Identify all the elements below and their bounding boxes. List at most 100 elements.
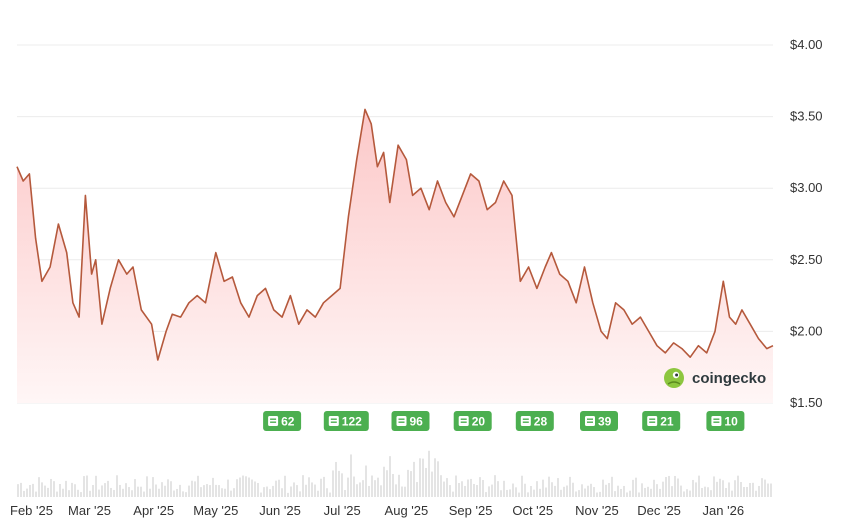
volume-bar: [47, 487, 49, 497]
volume-bar: [728, 482, 730, 497]
news-icon-line: [330, 418, 337, 420]
volume-bar: [146, 476, 148, 497]
volume-bar: [554, 485, 556, 497]
volume-bar: [317, 490, 319, 497]
volume-bar: [605, 484, 607, 497]
news-badge[interactable]: 21: [642, 411, 681, 431]
volume-bar: [716, 481, 718, 497]
x-tick-label: Dec '25: [637, 503, 681, 518]
volume-bar: [179, 484, 181, 497]
volume-bar: [416, 482, 418, 497]
volume-bar: [248, 477, 250, 497]
volume-bar: [110, 487, 112, 497]
volume-bar: [128, 487, 130, 497]
price-line[interactable]: [16, 108, 774, 361]
volume-bar: [206, 484, 208, 497]
volume-bar: [245, 476, 247, 497]
volume-bar: [617, 485, 619, 497]
volume-bar: [494, 475, 496, 497]
volume-bar: [164, 485, 166, 497]
volume-bar: [254, 481, 256, 497]
volume-bar: [218, 485, 220, 497]
news-icon-line: [713, 421, 720, 423]
volume-bar: [401, 486, 403, 497]
volume-bar: [170, 481, 172, 497]
volume-bar: [719, 478, 721, 497]
volume-bar: [398, 474, 400, 497]
volume-bar: [524, 483, 526, 497]
volume-bar: [503, 480, 505, 497]
volume-bar: [299, 491, 301, 497]
volume-bar: [449, 485, 451, 497]
y-tick-label: $3.50: [790, 109, 823, 124]
volume-bar: [515, 487, 517, 497]
volume-bar: [413, 461, 415, 497]
volume-bar: [131, 490, 133, 497]
news-badge[interactable]: 39: [580, 411, 618, 431]
volume-bar: [140, 486, 142, 497]
news-icon-line: [649, 421, 656, 423]
volume-bar: [284, 475, 286, 497]
volume-bar: [656, 484, 658, 497]
volume-bar: [167, 479, 169, 497]
volume-bar: [212, 477, 214, 497]
volume-bar: [314, 484, 316, 497]
volume-bar: [563, 486, 565, 497]
news-badge[interactable]: 96: [391, 411, 430, 431]
volume-bar: [632, 479, 634, 497]
volume-bar: [251, 479, 253, 497]
volume-bar: [707, 487, 709, 497]
volume-bar: [77, 489, 79, 497]
badge-count: 20: [472, 415, 486, 429]
volume-bar: [239, 477, 241, 497]
volume-bar: [149, 488, 151, 497]
x-tick-label: Jan '26: [703, 503, 745, 518]
volume-bar: [437, 461, 439, 497]
volume-bar: [386, 470, 388, 497]
news-icon: [458, 416, 469, 426]
volume-bar: [113, 489, 115, 497]
volume-bar: [758, 485, 760, 497]
volume-bar: [143, 491, 145, 497]
volume-bar: [746, 486, 748, 497]
volume-bar: [506, 489, 508, 497]
volume-bar: [278, 479, 280, 497]
volume-bar: [536, 481, 538, 497]
volume-bar: [698, 475, 700, 497]
brand-name: coingecko: [692, 370, 766, 387]
news-icon: [647, 416, 658, 426]
volume-bar: [539, 488, 541, 497]
volume-bar: [17, 484, 19, 497]
volume-bar: [734, 480, 736, 497]
news-badge[interactable]: 10: [706, 411, 745, 431]
volume-bar: [29, 485, 31, 497]
news-badge[interactable]: 20: [453, 411, 492, 431]
volume-bar: [257, 483, 259, 497]
volume-bar: [404, 486, 406, 497]
volume-bar: [479, 477, 481, 497]
news-icon-body: [585, 416, 595, 426]
news-badge[interactable]: 62: [263, 411, 302, 431]
volume-bar: [92, 485, 94, 497]
volume-bar: [713, 476, 715, 497]
volume-bar: [674, 475, 676, 497]
volume-bar: [488, 486, 490, 497]
price-line-path[interactable]: [16, 108, 774, 361]
news-badge[interactable]: 28: [515, 411, 554, 431]
event-badges[interactable]: 62 122 96 20 28 39 21 10: [263, 411, 745, 431]
news-badge[interactable]: 122: [323, 411, 369, 431]
volume-bar: [680, 485, 682, 497]
volume-bar: [653, 479, 655, 497]
news-icon-line: [587, 418, 593, 420]
volume-bar: [692, 479, 694, 497]
volume-bar: [725, 488, 727, 497]
volume-bar: [647, 486, 649, 497]
volume-bar: [236, 479, 238, 497]
volume-bars: [17, 450, 772, 497]
volume-bar: [731, 490, 733, 497]
volume-bar: [335, 461, 337, 497]
volume-bar: [650, 488, 652, 497]
volume-bar: [644, 487, 646, 497]
volume-bar: [272, 485, 274, 497]
